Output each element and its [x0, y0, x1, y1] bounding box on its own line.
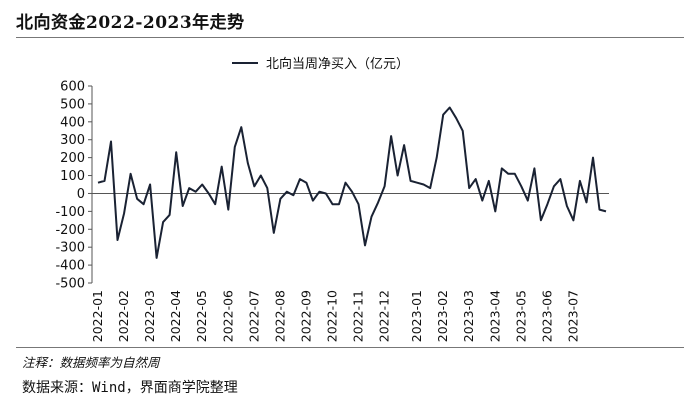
- y-tick-label: 300: [60, 133, 85, 148]
- series-group: [97, 106, 607, 259]
- x-tick-label: 2023-01: [409, 290, 424, 342]
- series-line: [97, 106, 607, 259]
- x-tick-label: 2022-12: [377, 290, 392, 342]
- y-tick-label: 500: [60, 97, 85, 112]
- x-tick-label: 2022-08: [272, 290, 287, 342]
- y-tick-label: -300: [55, 241, 85, 256]
- x-tick-label: 2022-05: [194, 290, 209, 342]
- y-tick-label: -100: [55, 205, 85, 220]
- x-tick-label: 2022-03: [142, 290, 157, 342]
- x-tick-label: 2023-06: [539, 290, 554, 342]
- y-tick-label: 400: [60, 115, 85, 130]
- x-tick-label: 2022-01: [90, 290, 105, 342]
- y-tick-label: -200: [55, 223, 85, 238]
- title-divider: [16, 37, 684, 38]
- data-note: 注释：数据频率为自然周: [22, 355, 160, 370]
- data-source: 数据来源：Wind，界面商学院整理: [22, 380, 238, 396]
- y-tick-label: 600: [60, 80, 85, 95]
- y-axis: 600 500 400 300 200 100 0 -100 -200 -300 -400 -500: [55, 80, 93, 292]
- y-tick-label: 100: [60, 169, 85, 184]
- x-tick-label: 2022-09: [298, 290, 313, 342]
- x-tick-label: 2023-05: [513, 290, 528, 342]
- legend-label: 北向当周净买入（亿元）: [266, 56, 409, 72]
- footer-divider: [16, 347, 684, 348]
- x-tick-label: 2023-07: [565, 290, 580, 342]
- x-tick-label: 2022-11: [351, 290, 366, 342]
- y-tick-label: 0: [77, 187, 85, 202]
- x-tick-label: 2023-02: [435, 290, 450, 342]
- x-axis: 2022-01 2022-02 2022-03 2022-04 2022-05 2022-…: [90, 192, 609, 342]
- y-tick-label: 200: [60, 151, 85, 166]
- page-title: 北向资金2022-2023年走势: [16, 13, 245, 33]
- x-tick-label: 2022-06: [220, 290, 235, 342]
- y-tick-label: -500: [55, 277, 85, 292]
- x-tick-label: 2022-02: [116, 290, 131, 342]
- x-tick-label: 2022-07: [246, 290, 261, 342]
- x-tick-label: 2022-04: [168, 290, 183, 342]
- legend: 北向当周净买入（亿元）: [232, 56, 409, 72]
- y-tick-label: -400: [55, 259, 85, 274]
- x-tick-label: 2023-04: [487, 290, 502, 342]
- x-tick-label: 2023-03: [461, 290, 476, 342]
- x-tick-label: 2022-10: [324, 290, 339, 342]
